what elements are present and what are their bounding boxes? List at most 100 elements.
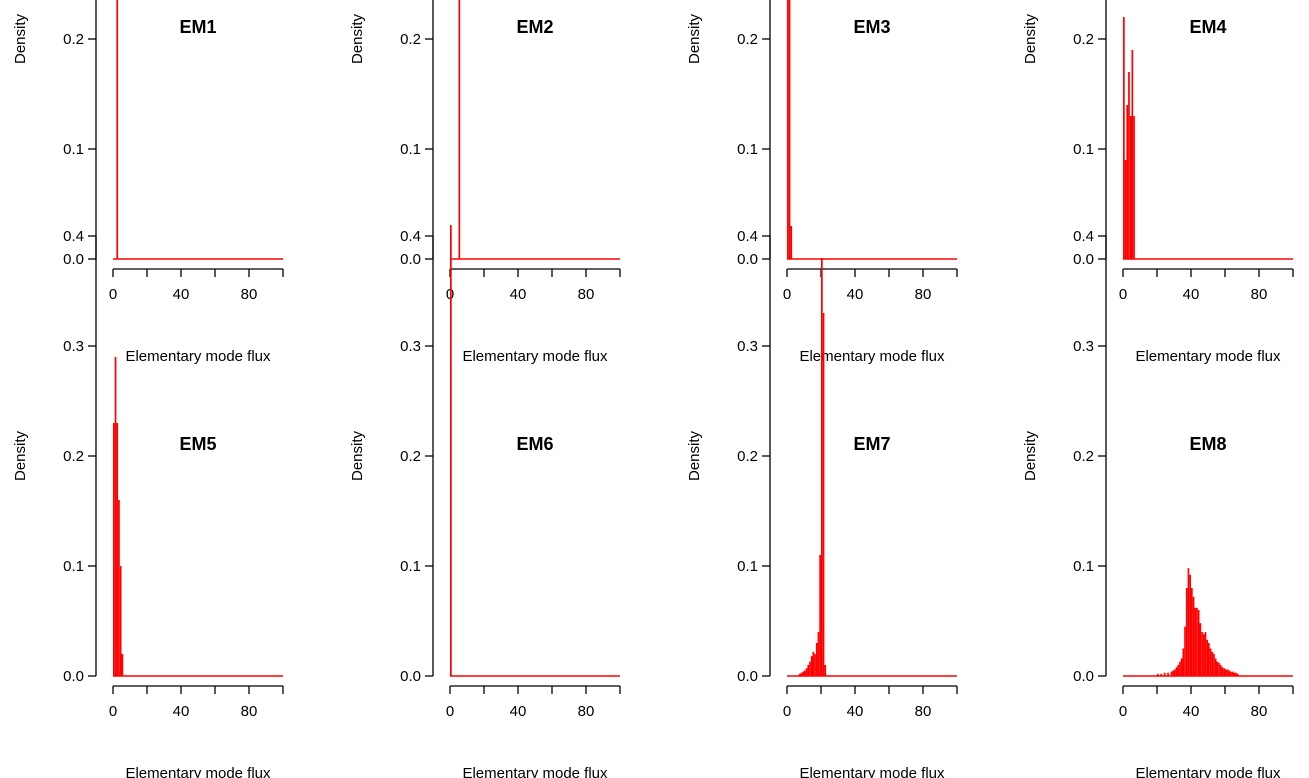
histogram-bar	[1216, 661, 1219, 676]
x-axis-label: Elementary mode flux	[799, 765, 945, 778]
histogram-bar	[1172, 670, 1174, 676]
histogram-bar	[1209, 648, 1212, 676]
y-tick-label: 0.4	[400, 228, 421, 245]
histogram-bar	[798, 673, 801, 676]
histogram-bar	[1231, 671, 1234, 676]
histogram-bar	[1202, 634, 1205, 676]
chart-panel-7: EM7 0.0 0.1 0.2 0.3 0.4 0 40 80 Elementary mode f…	[686, 228, 958, 778]
histogram-bar	[119, 566, 122, 676]
x-tick-label: 40	[847, 286, 864, 303]
histogram-bar	[1223, 668, 1225, 676]
x-tick-label: 40	[1183, 703, 1200, 720]
x-axis-label: Elementary mode flux	[462, 348, 608, 365]
histogram-bar	[1196, 607, 1198, 676]
y-tick-label: 0.4	[1073, 228, 1094, 245]
chart-title: EM3	[853, 17, 890, 37]
histogram-bar	[1206, 639, 1208, 676]
y-axis-label: Density	[349, 13, 366, 64]
histogram-bar	[1160, 673, 1163, 676]
y-tick-label: 0.2	[737, 448, 758, 465]
histogram-bar	[817, 632, 820, 676]
x-tick-label: 40	[510, 703, 527, 720]
histogram-bar	[1197, 610, 1200, 676]
x-tick-label: 80	[915, 286, 932, 303]
y-tick-label: 0.2	[1073, 31, 1094, 48]
histogram-bar	[819, 555, 821, 676]
y-tick-label: 0.0	[400, 668, 421, 685]
x-tick-label: 80	[915, 703, 932, 720]
histogram-bar	[822, 313, 825, 676]
histogram-bar	[1214, 658, 1217, 676]
chart-title: EM2	[516, 17, 553, 37]
x-tick-label: 80	[578, 703, 595, 720]
x-axis-label: Elementary mode flux	[1135, 348, 1281, 365]
x-axis-label: Elementary mode flux	[125, 348, 271, 365]
histogram-bar	[1167, 672, 1169, 676]
histogram-bar	[1126, 105, 1129, 259]
histogram-bar	[1208, 643, 1210, 676]
y-tick-label: 0.1	[1073, 558, 1094, 575]
histogram-bar	[1199, 623, 1202, 676]
chart-title: EM4	[1189, 17, 1226, 37]
histogram-bar	[1187, 568, 1190, 676]
histogram-bar	[807, 665, 810, 676]
histogram-bar	[1218, 662, 1220, 676]
histogram-bar	[114, 357, 117, 676]
chart-title: EM6	[516, 434, 553, 454]
histogram-bar	[1189, 574, 1191, 676]
y-axis-label: Density	[686, 13, 703, 64]
histogram-bar	[1180, 658, 1183, 676]
chart-title: EM8	[1189, 434, 1226, 454]
y-axis-label: Density	[686, 430, 703, 481]
x-tick-label: 40	[173, 286, 190, 303]
histogram-bar	[1133, 116, 1135, 259]
y-tick-label: 0.1	[737, 558, 758, 575]
histogram-bar	[1236, 673, 1239, 676]
histogram-bar	[802, 671, 804, 676]
histogram-bar	[113, 423, 115, 676]
y-tick-label: 0.2	[400, 448, 421, 465]
y-tick-label: 0.0	[1073, 668, 1094, 685]
histogram-bar	[809, 661, 811, 676]
x-tick-label: 0	[1119, 703, 1127, 720]
histogram-bar	[1170, 671, 1173, 676]
x-tick-label: 0	[783, 286, 791, 303]
histogram-bar	[804, 670, 806, 676]
x-tick-label: 40	[510, 286, 527, 303]
histogram-bar	[1219, 665, 1222, 676]
x-tick-label: 80	[1251, 286, 1268, 303]
histogram-bar	[116, 0, 119, 259]
histogram-bar	[1191, 588, 1193, 676]
histogram-bar	[1124, 160, 1127, 259]
y-axis-label: Density	[12, 13, 29, 64]
histogram-bar	[458, 0, 461, 259]
x-axis-label: Elementary mode flux	[799, 348, 945, 365]
histogram-bar	[1228, 670, 1231, 676]
histogram-bar	[1194, 607, 1197, 676]
histogram-bar	[1131, 50, 1134, 259]
y-tick-label: 0.2	[63, 31, 84, 48]
y-tick-label: 0.1	[400, 141, 421, 158]
y-tick-label: 0.0	[63, 251, 84, 268]
histogram-bar	[1128, 72, 1130, 259]
histogram-bar	[1230, 671, 1232, 676]
y-tick-label: 0.4	[63, 228, 84, 245]
chart-panel-8: EM8 0.0 0.1 0.2 0.3 0.4 0 40 80 Elementary mode f…	[1022, 228, 1294, 778]
histogram-bar	[1129, 116, 1132, 259]
histogram-bar	[810, 656, 813, 676]
histogram-bar	[121, 654, 124, 676]
y-tick-label: 0.2	[400, 31, 421, 48]
histogram-bar	[788, 0, 791, 259]
histogram-bar	[1204, 632, 1207, 676]
x-tick-label: 80	[241, 703, 258, 720]
y-tick-label: 0.4	[737, 228, 758, 245]
chart-title: EM5	[179, 434, 216, 454]
y-tick-label: 0.1	[737, 141, 758, 158]
histogram-bar	[118, 500, 120, 676]
y-tick-label: 0.0	[737, 251, 758, 268]
y-tick-label: 0.2	[1073, 448, 1094, 465]
histogram-bar	[1211, 651, 1214, 676]
y-tick-label: 0.3	[63, 338, 84, 355]
